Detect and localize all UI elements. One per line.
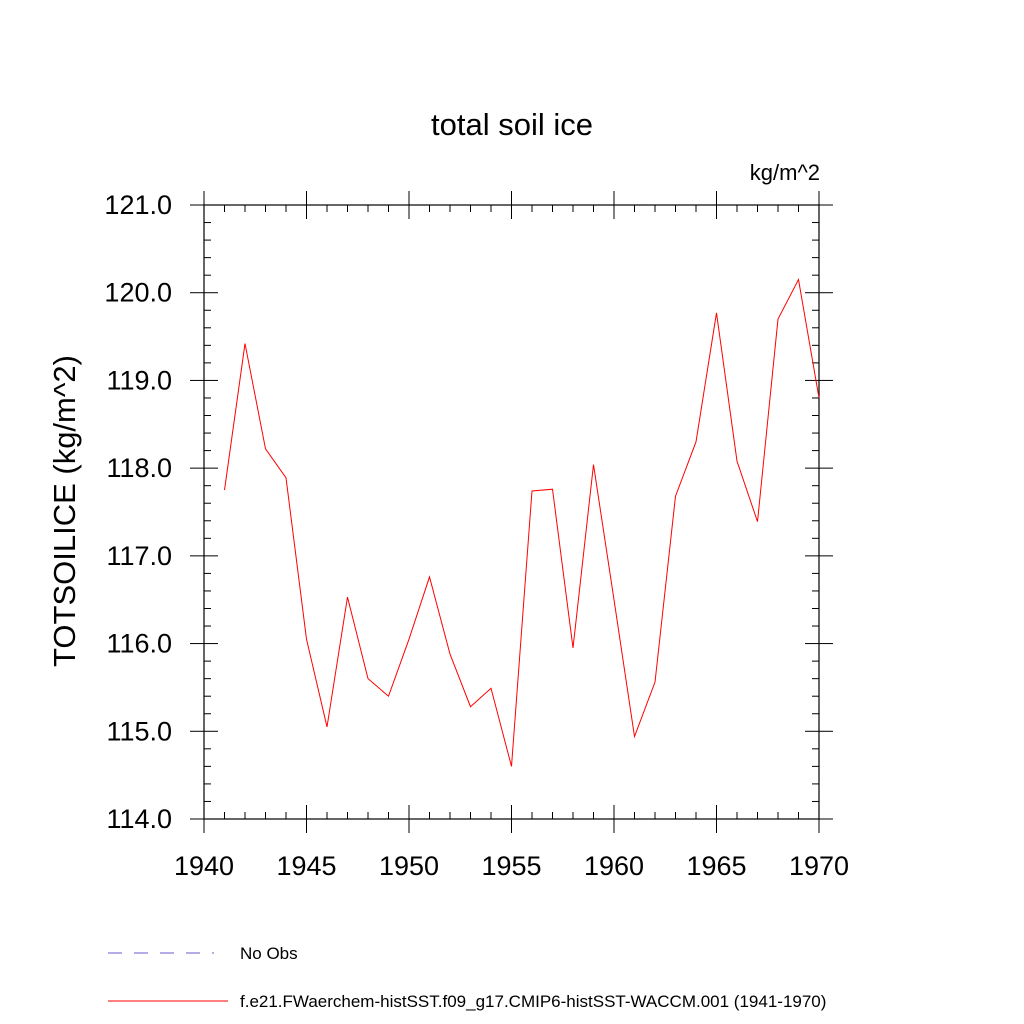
data-point — [531, 490, 533, 492]
data-point — [367, 677, 369, 679]
y-tick-label: 118.0 — [106, 453, 172, 483]
data-point — [756, 520, 758, 522]
series-layer — [223, 278, 820, 767]
data-point — [305, 638, 307, 640]
y-tick-label: 117.0 — [106, 541, 172, 571]
units-label: kg/m^2 — [750, 160, 820, 185]
x-tick-label: 1945 — [276, 851, 336, 881]
data-point — [592, 463, 594, 465]
legend-label-series: f.e21.FWaerchem-histSST.f09_g17.CMIP6-hi… — [240, 992, 826, 1011]
x-tick-label: 1970 — [789, 851, 849, 881]
y-axis-ticks: 114.0 115.0 116.0 117.0 118.0 119.0 120.0 121.0 — [104, 190, 833, 834]
y-tick-label: 119.0 — [106, 365, 172, 395]
data-point — [818, 397, 820, 399]
data-point — [469, 706, 471, 708]
legend: No Obs f.e21.FWaerchem-histSST.f09_g17.C… — [108, 944, 826, 1011]
data-point — [449, 653, 451, 655]
data-point — [285, 477, 287, 479]
y-tick-label: 115.0 — [106, 716, 172, 746]
chart-title: total soil ice — [431, 107, 593, 142]
data-point — [387, 695, 389, 697]
y-tick-label: 114.0 — [106, 804, 172, 834]
y-axis-label: TOTSOILICE (kg/m^2) — [47, 355, 82, 667]
series-line — [224, 278, 820, 767]
data-point — [695, 441, 697, 443]
legend-label-no-obs: No Obs — [240, 944, 298, 963]
data-point — [736, 460, 738, 462]
data-point — [490, 687, 492, 689]
data-point — [715, 312, 717, 314]
data-point — [264, 448, 266, 450]
x-tick-label: 1960 — [584, 851, 644, 881]
data-point — [551, 488, 553, 490]
data-point — [633, 735, 635, 737]
plot-frame — [203, 204, 820, 820]
y-tick-label: 121.0 — [104, 190, 172, 220]
data-point — [244, 342, 246, 344]
y-tick-label: 120.0 — [104, 278, 172, 308]
data-point — [572, 647, 574, 649]
x-tick-label: 1940 — [174, 851, 234, 881]
data-point — [408, 638, 410, 640]
data-point — [654, 681, 656, 683]
x-axis-ticks: 1940 1945 1950 1955 1960 1965 1970 — [174, 191, 849, 881]
data-point — [346, 596, 348, 598]
data-point — [613, 599, 615, 601]
data-point — [428, 576, 430, 578]
x-tick-label: 1965 — [686, 851, 746, 881]
data-point — [674, 495, 676, 497]
data-point — [797, 278, 799, 280]
x-tick-label: 1955 — [481, 851, 541, 881]
data-point — [223, 489, 225, 491]
x-tick-label: 1950 — [379, 851, 439, 881]
data-point — [326, 726, 328, 728]
y-tick-label: 116.0 — [106, 629, 172, 659]
data-point — [510, 765, 512, 767]
data-point — [777, 318, 779, 320]
